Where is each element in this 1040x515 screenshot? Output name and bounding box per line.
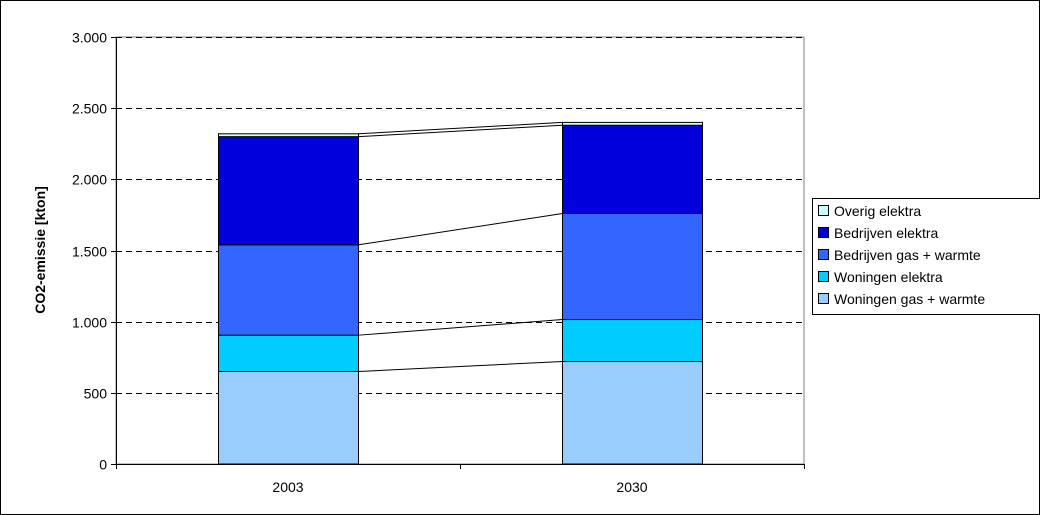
bar-segment [218,334,359,372]
legend: Overig elektra Bedrijven elektra Bedrijven… [812,198,1040,315]
legend-label: Bedrijven elektra [834,225,938,241]
legend-swatch [818,293,829,304]
bar-segment [562,361,703,465]
x-tick-label: 2003 [272,479,303,495]
bar-segment [562,319,703,363]
series-connector-line [358,212,563,246]
bar-segment [218,133,359,138]
y-tick-label: 1.000 [72,315,107,331]
bar-segment [562,121,703,126]
legend-swatch [818,249,829,260]
bar-segment [218,136,359,246]
axes: 0 500 1.000 1.500 2.000 2.500 3.000 2003 2030 [72,30,805,495]
bars [218,121,703,465]
y-axis-label: CO2-emissie [kton] [32,186,48,314]
y-tick-label: 1.500 [72,244,107,260]
y-tick-label: 0 [99,457,107,473]
bar-segment [562,124,703,214]
legend-label: Overig elektra [834,203,921,219]
bar-segment [218,370,359,465]
series-connector-line [358,361,563,372]
series-connector-line [358,319,563,336]
series-connector-lines [358,121,563,372]
legend-swatch [818,271,829,282]
y-tick-label: 3.000 [72,30,107,46]
series-connector-line [358,124,563,138]
legend-swatch [818,205,829,216]
legend-label: Woningen gas + warmte [834,291,985,307]
y-tick-label: 2.000 [72,172,107,188]
legend-label: Bedrijven gas + warmte [834,247,981,263]
bar-segment [218,244,359,336]
legend-swatch [818,227,829,238]
y-tick-label: 2.500 [72,101,107,117]
y-tick-label: 500 [84,386,108,402]
series-connector-line [358,121,563,135]
legend-box [812,198,1040,315]
bar-segment [562,212,703,321]
legend-label: Woningen elektra [834,269,943,285]
x-tick-label: 2030 [616,479,647,495]
